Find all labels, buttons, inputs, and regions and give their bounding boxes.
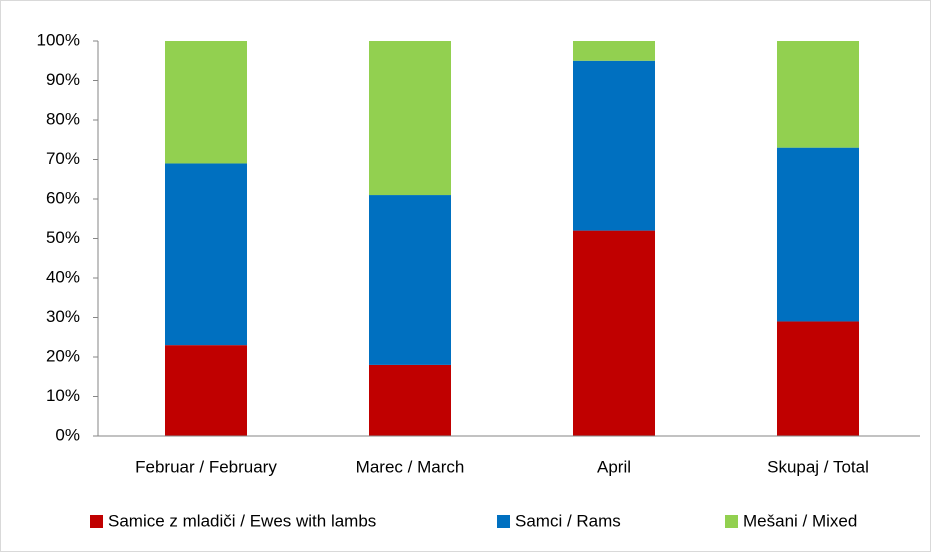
x-tick-label: Skupaj / Total <box>767 457 869 476</box>
x-tick-label: Marec / March <box>356 457 465 476</box>
y-tick-label: 20% <box>46 346 80 365</box>
bar-segment <box>165 163 247 346</box>
legend-swatch <box>725 515 738 528</box>
legend-label: Samice z mladiči / Ewes with lambs <box>108 511 376 530</box>
bar-segment <box>369 364 451 436</box>
legend-swatch <box>90 515 103 528</box>
y-tick-label: 50% <box>46 228 80 247</box>
y-tick-label: 100% <box>37 30 80 49</box>
bar-segment <box>165 345 247 436</box>
y-tick-label: 80% <box>46 109 80 128</box>
y-tick-label: 40% <box>46 267 80 286</box>
bar-segment <box>369 195 451 365</box>
y-tick-label: 70% <box>46 149 80 168</box>
y-tick-label: 90% <box>46 70 80 89</box>
y-tick-label: 60% <box>46 188 80 207</box>
legend-label: Samci / Rams <box>515 511 621 530</box>
bar-segment <box>777 41 859 148</box>
bar-segment <box>777 321 859 436</box>
bar-segment <box>777 147 859 322</box>
bar-segment <box>573 230 655 436</box>
bar-segment <box>573 41 655 61</box>
y-tick-label: 10% <box>46 386 80 405</box>
y-tick-label: 30% <box>46 307 80 326</box>
legend-label: Mešani / Mixed <box>743 511 857 530</box>
bar-segment <box>369 41 451 196</box>
legend-swatch <box>497 515 510 528</box>
y-tick-label: 0% <box>55 425 80 444</box>
bar-segment <box>573 60 655 231</box>
x-tick-label: April <box>597 457 631 476</box>
bar-segment <box>165 41 247 164</box>
x-tick-label: Februar / February <box>135 457 277 476</box>
